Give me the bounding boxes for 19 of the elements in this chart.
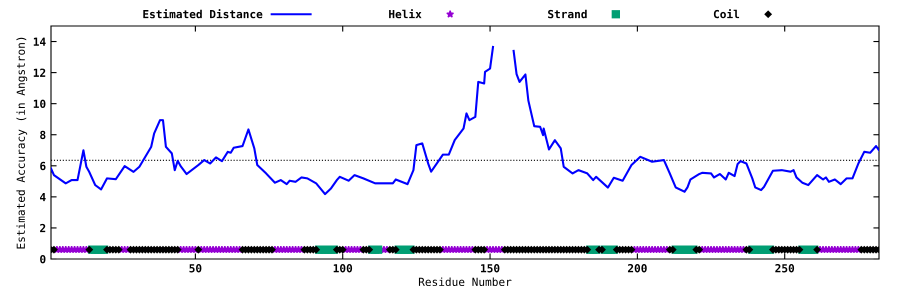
y-tick-label: 10 — [34, 100, 46, 108]
x-tick-label: 100 — [334, 264, 352, 272]
x-tick-label: 250 — [775, 264, 794, 272]
y-tick-label: 14 — [34, 38, 46, 46]
y-tick-label: 8 — [40, 130, 46, 140]
legend-label: Estimated Distance — [143, 9, 262, 18]
y-axis-title: Estimated Accuracy (in Angstron) — [16, 38, 28, 248]
y-tick-label: 2 — [40, 224, 46, 232]
x-tick-label: 50 — [189, 264, 202, 272]
y-tick-label: 6 — [40, 162, 46, 170]
y-tick-label: 4 — [40, 192, 46, 202]
x-tick-label: 150 — [481, 264, 500, 272]
legend-label: Helix — [389, 9, 422, 18]
legend-label: Coil — [714, 9, 740, 18]
y-tick-label: 0 — [40, 254, 46, 264]
x-tick-label: 200 — [628, 264, 647, 272]
legend-label: Strand — [548, 10, 587, 18]
y-tick-label: 12 — [34, 68, 46, 77]
x-axis-title: Residue Number — [418, 277, 512, 286]
